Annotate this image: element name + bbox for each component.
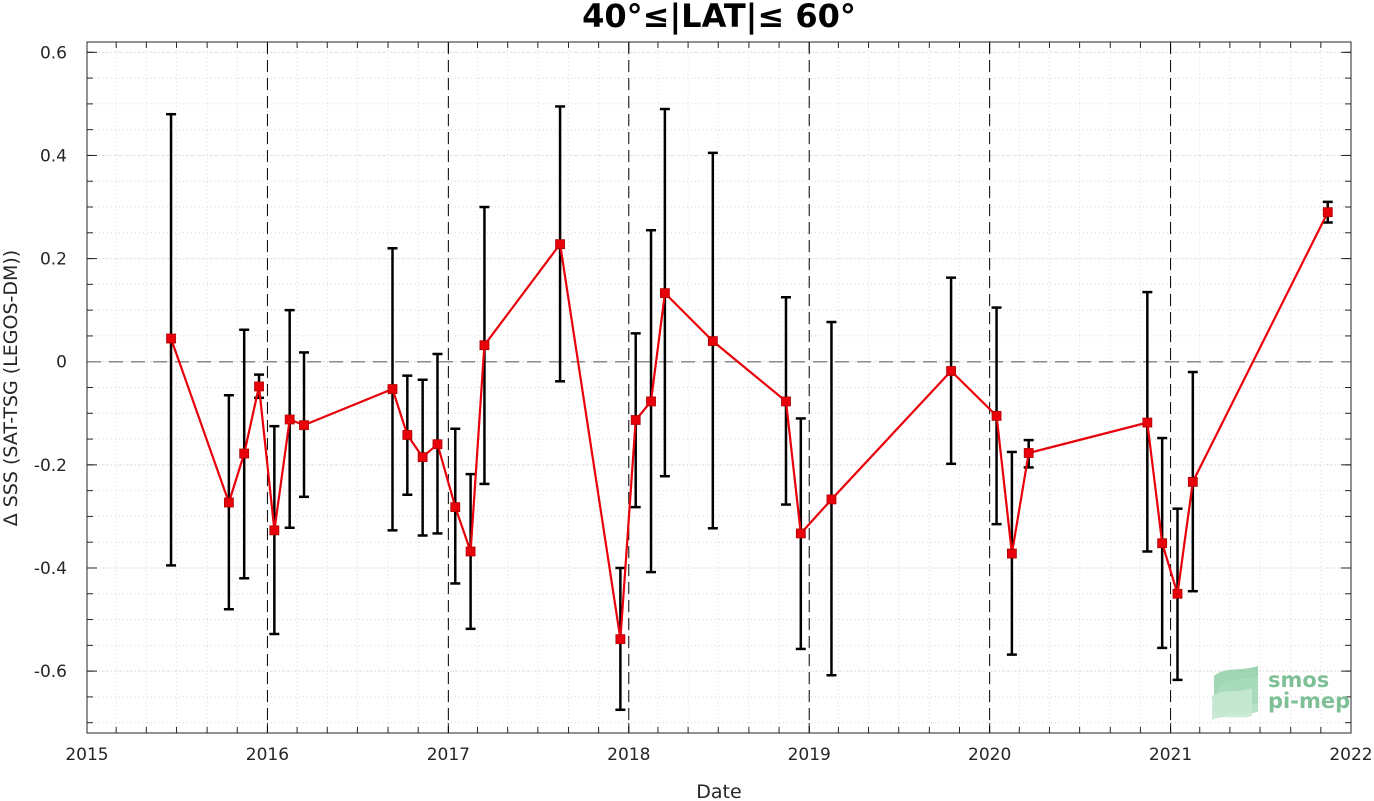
data-point-marker xyxy=(239,448,250,459)
tick-labels: 2015 2016 2017 2018 2019 2020 2021 2022 0.6 0.4 0.… xyxy=(34,43,1373,765)
data-point-marker xyxy=(1172,588,1183,599)
data-point-marker xyxy=(450,502,461,513)
data-point-marker xyxy=(1142,417,1153,428)
reference-lines xyxy=(87,42,1351,733)
data-point-marker xyxy=(254,381,264,392)
y-tick-label: -0.4 xyxy=(34,559,67,579)
logo-text-line2: pi-mep xyxy=(1268,689,1350,713)
y-tick-label: -0.2 xyxy=(34,456,67,476)
data-point-marker xyxy=(659,288,670,299)
data-point-marker xyxy=(707,336,718,346)
y-tick-label: 0.4 xyxy=(40,146,67,166)
x-tick-label: 2020 xyxy=(968,745,1011,765)
y-axis-label: Δ SSS (SAT-TSG (LEGOS-DM)) xyxy=(0,250,22,526)
data-point-marker xyxy=(1157,538,1168,549)
data-point-marker xyxy=(781,396,791,407)
series xyxy=(166,207,1333,645)
data-point-marker xyxy=(1322,207,1333,218)
data-point-marker xyxy=(166,333,176,344)
data-point-marker xyxy=(1006,548,1017,559)
logo-text-line1: smos xyxy=(1268,668,1329,692)
data-point-marker xyxy=(795,528,806,539)
data-point-marker xyxy=(284,414,295,425)
x-tick-label: 2015 xyxy=(65,745,108,765)
wave-icon xyxy=(1212,666,1258,720)
data-point-marker xyxy=(299,420,309,431)
data-point-marker xyxy=(615,634,626,645)
data-point-marker xyxy=(646,396,656,407)
x-axis-label: Date xyxy=(696,781,741,801)
x-tick-label: 2016 xyxy=(246,745,289,765)
data-point-marker xyxy=(402,430,413,440)
data-point-marker xyxy=(826,494,837,505)
y-tick-label: -0.6 xyxy=(34,662,67,682)
plot-frame xyxy=(86,41,1352,734)
data-point-marker xyxy=(991,410,1002,421)
data-point-marker xyxy=(432,439,443,450)
data-point-marker xyxy=(555,239,565,250)
data-point-marker xyxy=(479,340,490,351)
y-tick-label: 0.2 xyxy=(40,250,67,270)
data-point-marker xyxy=(269,525,280,536)
data-point-marker xyxy=(946,366,956,376)
data-point-marker xyxy=(417,452,428,463)
chart-title: 40°≤|LAT|≤ 60° xyxy=(582,0,856,36)
data-point-marker xyxy=(630,415,641,425)
data-point-marker xyxy=(387,384,398,394)
smos-pi-mep-logo: smos pi-mep xyxy=(1212,666,1350,720)
x-tick-label: 2017 xyxy=(427,745,470,765)
x-tick-label: 2018 xyxy=(607,745,650,765)
y-tick-label: 0.6 xyxy=(40,43,67,63)
x-tick-label: 2022 xyxy=(1329,745,1372,765)
data-point-marker xyxy=(1023,448,1034,458)
data-point-marker xyxy=(1187,476,1198,487)
x-tick-label: 2019 xyxy=(788,745,831,765)
data-point-marker xyxy=(223,497,234,508)
y-tick-label: 0 xyxy=(56,353,67,373)
x-tick-label: 2021 xyxy=(1149,745,1192,765)
data-point-marker xyxy=(465,546,476,557)
